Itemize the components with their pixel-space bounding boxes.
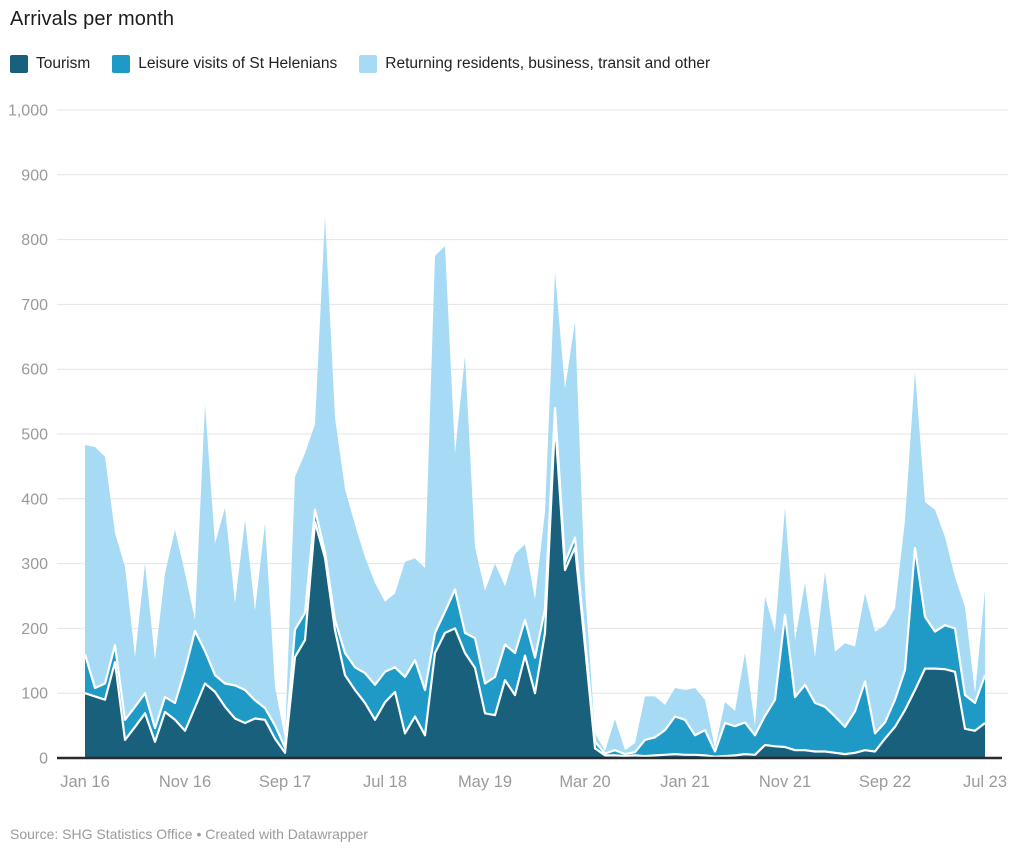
x-tick-label: Jan 21 xyxy=(660,773,710,791)
y-tick-label: 700 xyxy=(21,297,48,314)
y-tick-label: 100 xyxy=(21,686,48,703)
legend-label-returning: Returning residents, business, transit a… xyxy=(385,55,711,72)
x-tick-label: May 19 xyxy=(458,773,512,791)
legend-label-leisure: Leisure visits of St Helenians xyxy=(138,55,338,72)
x-tick-label: Jan 16 xyxy=(60,773,110,791)
legend: Tourism Leisure visits of St Helenians R… xyxy=(10,55,710,73)
y-tick-label: 300 xyxy=(21,556,48,573)
leisure-top-line xyxy=(83,407,987,756)
legend-item-returning: Returning residents, business, transit a… xyxy=(359,55,710,73)
x-tick-label: Jul 18 xyxy=(363,773,407,791)
tourism-swatch-icon xyxy=(10,55,28,73)
y-tick-label: 600 xyxy=(21,362,48,379)
page-title: Arrivals per month xyxy=(10,8,175,30)
legend-label-tourism: Tourism xyxy=(36,55,91,72)
returning-swatch-icon xyxy=(359,55,378,73)
chart-canvas: 0 100 200 300 400 500 600 700 800 900 1,000 Jan 16 N… xyxy=(0,0,1024,810)
source-note: Source: SHG Statistics Office • Created … xyxy=(10,826,368,842)
y-tick-label: 400 xyxy=(21,491,48,508)
area-tourism[interactable] xyxy=(85,421,985,758)
leisure-swatch-icon xyxy=(112,55,131,73)
x-tick-label: Nov 21 xyxy=(759,773,811,791)
y-tick-label: 900 xyxy=(21,167,48,184)
x-tick-label: Jul 23 xyxy=(963,773,1007,791)
y-tick-label: 500 xyxy=(21,427,48,444)
y-tick-label: 1,000 xyxy=(8,103,48,120)
x-tick-label: Sep 17 xyxy=(259,773,311,791)
y-tick-label: 800 xyxy=(21,232,48,249)
legend-item-leisure: Leisure visits of St Helenians xyxy=(112,55,337,73)
legend-item-tourism: Tourism xyxy=(10,55,90,73)
y-tick-label: 0 xyxy=(39,751,48,768)
y-tick-label: 200 xyxy=(21,621,48,638)
x-tick-label: Mar 20 xyxy=(559,773,610,791)
x-tick-label: Nov 16 xyxy=(159,773,211,791)
chart-svg[interactable]: 0 100 200 300 400 500 600 700 800 900 1,000 Jan 16 N… xyxy=(0,0,1024,810)
x-tick-label: Sep 22 xyxy=(859,773,911,791)
tourism-top-line xyxy=(84,419,986,758)
